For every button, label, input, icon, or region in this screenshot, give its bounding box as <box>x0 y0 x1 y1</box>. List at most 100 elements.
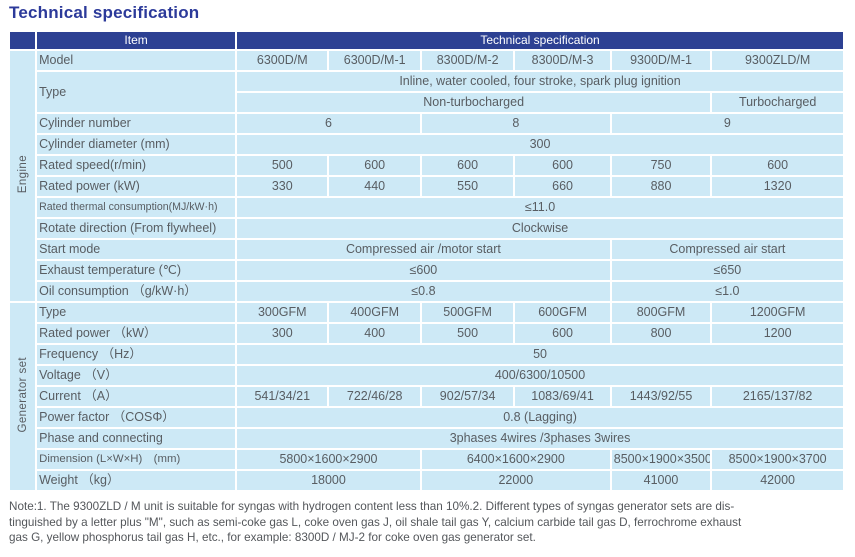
cell-value: 6 <box>237 114 420 133</box>
row-label: Type <box>37 303 236 322</box>
cell-value: 500 <box>237 156 328 175</box>
cell-value: 300GFM <box>237 303 328 322</box>
cell-value: Turbocharged <box>712 93 843 112</box>
row-label: Rated thermal consumption(MJ/kW·h) <box>37 198 236 217</box>
row-label: Voltage （V） <box>37 366 236 385</box>
cell-value: 2165/137/82 <box>712 387 843 406</box>
cell-value: Clockwise <box>237 219 843 238</box>
row-label: Rated speed(r/min) <box>37 156 236 175</box>
group-label: Generator set <box>16 357 29 433</box>
row-label: Dimension (L×W×H) (mm) <box>37 450 236 469</box>
cell-value: Compressed air start <box>611 240 843 259</box>
cell-value: 22000 <box>421 471 610 490</box>
cell-value: 1443/92/55 <box>611 387 711 406</box>
cell-value: 800 <box>611 324 711 343</box>
cell-value: 600GFM <box>515 303 610 322</box>
cell-value: 1200 <box>712 324 843 343</box>
row-label: Power factor （COSΦ） <box>37 408 236 427</box>
cell-value: 41000 <box>611 471 711 490</box>
page-title: Technical specification <box>9 3 200 22</box>
group-cell-generator-set: Generator set <box>10 303 36 490</box>
row-label: Start mode <box>37 240 236 259</box>
cell-value: 330 <box>237 177 328 196</box>
cell-value: 1320 <box>712 177 843 196</box>
cell-value: 541/34/21 <box>237 387 328 406</box>
cell-value: 42000 <box>712 471 843 490</box>
cell-value: 600 <box>515 324 610 343</box>
item-header-cell: Item <box>37 32 236 49</box>
cell-value: ≤1.0 <box>611 282 843 301</box>
row-label: Rated power （kW） <box>37 324 236 343</box>
cell-value: 9 <box>611 114 843 133</box>
row-label: Frequency （Hz） <box>37 345 236 364</box>
cell-value: 500GFM <box>421 303 514 322</box>
cell-value: 600 <box>515 156 610 175</box>
row-label: Rated power (kW) <box>37 177 236 196</box>
cell-value: 300 <box>237 135 843 154</box>
table-row: Non-turbocharged Turbocharged <box>10 93 843 112</box>
row-label: Cylinder diameter (mm) <box>37 135 236 154</box>
row-label: Rotate direction (From flywheel) <box>37 219 236 238</box>
table-header-row: Item Technical specification <box>10 32 843 49</box>
cell-value: 902/57/34 <box>421 387 514 406</box>
cell-value: 8500×1900×3700 <box>712 450 843 469</box>
cell-value: ≤600 <box>237 261 610 280</box>
cell-value: 750 <box>611 156 711 175</box>
table-row: Voltage （V） 400/6300/10500 <box>10 366 843 385</box>
cell-value: 400 <box>329 324 420 343</box>
cell-value: 440 <box>329 177 420 196</box>
group-label: Engine <box>16 155 29 194</box>
spec-header-cell: Technical specification <box>237 32 843 49</box>
table-row: Dimension (L×W×H) (mm) 5800×1600×2900 64… <box>10 450 843 469</box>
table-row: Rotate direction (From flywheel) Clockwi… <box>10 219 843 238</box>
cell-value: ≤650 <box>611 261 843 280</box>
cell-value: 1200GFM <box>712 303 843 322</box>
cell-value: 18000 <box>237 471 420 490</box>
cell-value: Non-turbocharged <box>237 93 711 112</box>
row-label: Phase and connecting <box>37 429 236 448</box>
cell-value: 1083/69/41 <box>515 387 610 406</box>
cell-value: 5800×1600×2900 <box>237 450 420 469</box>
cell-value: 8300D/M-2 <box>421 51 514 70</box>
cell-value: 800GFM <box>611 303 711 322</box>
footnote-line: Note:1. The 9300ZLD / M unit is suitable… <box>9 500 735 513</box>
row-label: Cylinder number <box>37 114 236 133</box>
table-row: Rated power （kW） 300 400 500 600 800 120… <box>10 324 843 343</box>
table-row: Cylinder diameter (mm) 300 <box>10 135 843 154</box>
cell-value: 3phases 4wires /3phases 3wires <box>237 429 843 448</box>
cell-value: Compressed air /motor start <box>237 240 610 259</box>
cell-value: 6400×1600×2900 <box>421 450 610 469</box>
cell-value: 400/6300/10500 <box>237 366 843 385</box>
row-label: Model <box>37 51 236 70</box>
footnote-line: gas G, yellow phosphorus tail gas H, etc… <box>9 531 536 544</box>
table-row: Rated speed(r/min) 500 600 600 600 750 6… <box>10 156 843 175</box>
table-row: Phase and connecting 3phases 4wires /3ph… <box>10 429 843 448</box>
cell-value: 8300D/M-3 <box>515 51 610 70</box>
cell-value: Inline, water cooled, four stroke, spark… <box>237 72 843 91</box>
cell-value: 300 <box>237 324 328 343</box>
row-label: Oil consumption （g/kW·h） <box>37 282 236 301</box>
cell-value: 0.8 (Lagging) <box>237 408 843 427</box>
footnote-line: tinguished by a letter plus "M", such as… <box>9 515 742 529</box>
cell-value: 8 <box>421 114 610 133</box>
cell-value: 600 <box>329 156 420 175</box>
table-row: Current （A） 541/34/21 722/46/28 902/57/3… <box>10 387 843 406</box>
spec-sheet-page: Technical specification Item Technical s… <box>0 3 855 557</box>
table-row: Power factor （COSΦ） 0.8 (Lagging) <box>10 408 843 427</box>
cell-value: ≤0.8 <box>237 282 610 301</box>
table-row: Weight （kg） 18000 22000 41000 42000 <box>10 471 843 490</box>
cell-value: 50 <box>237 345 843 364</box>
group-header-cell <box>10 32 36 49</box>
cell-value: 600 <box>712 156 843 175</box>
row-label: Type <box>37 72 236 112</box>
cell-value: 8500×1900×3500 <box>611 450 711 469</box>
cell-value: 500 <box>421 324 514 343</box>
table-row: Generator set Type 300GFM 400GFM 500GFM … <box>10 303 843 490</box>
cell-value: 600 <box>421 156 514 175</box>
technical-specification-table: Item Technical specification Engine Mode… <box>8 30 845 492</box>
cell-value: 400GFM <box>329 303 420 322</box>
table-row: Rated thermal consumption(MJ/kW·h) ≤11.0 <box>10 198 843 217</box>
table-row: Type Inline, water cooled, four stroke, … <box>10 72 843 112</box>
table-row: Oil consumption （g/kW·h） ≤0.8 ≤1.0 <box>10 282 843 301</box>
table-row: Start mode Compressed air /motor start C… <box>10 240 843 259</box>
